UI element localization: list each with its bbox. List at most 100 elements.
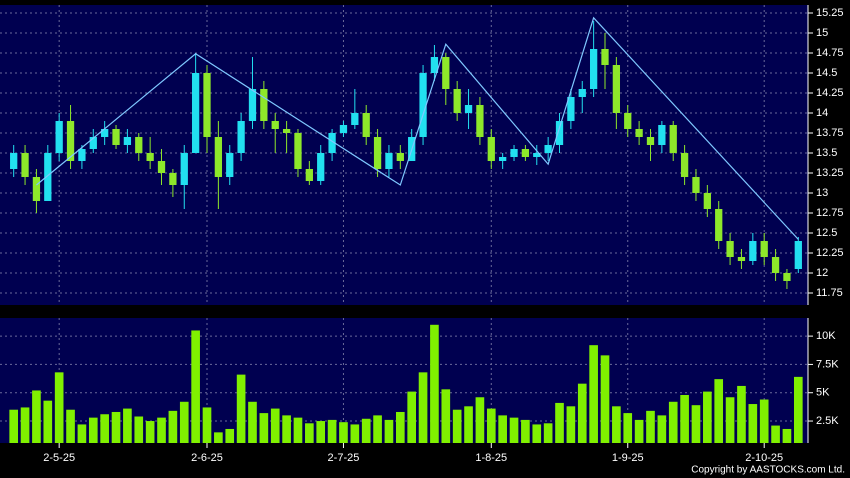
candle-body [396, 153, 404, 161]
volume-bar [452, 409, 462, 443]
y-tick-label: 15.25 [816, 7, 844, 19]
y-tick-label: 13 [816, 187, 828, 199]
volume-bar [464, 406, 473, 443]
candle-body [10, 153, 18, 169]
candle-body [521, 149, 530, 157]
volume-bar [509, 417, 519, 443]
candle-body [214, 137, 223, 177]
candle-body [146, 153, 154, 161]
volume-bar [748, 404, 758, 443]
y-tick-label: 12.75 [816, 207, 844, 219]
candle-body [373, 137, 382, 169]
candle-body [476, 105, 484, 137]
y-tick-label: 14.75 [816, 47, 844, 59]
candle-body [55, 121, 63, 153]
volume-bar [350, 424, 360, 443]
candle-body [442, 57, 450, 89]
candle-body [135, 137, 143, 153]
volume-bar [395, 411, 405, 443]
volume-bar [384, 419, 394, 443]
volume-bar [668, 401, 678, 443]
candle-body [66, 121, 75, 161]
candle-body [760, 241, 768, 257]
volume-bar [600, 355, 610, 443]
volume-bar [339, 422, 348, 443]
candle-body [32, 177, 41, 201]
candle-body [601, 49, 609, 65]
candle-body [624, 113, 632, 129]
copyright: Copyright by AASTOCKS.com Ltd. [691, 465, 845, 476]
volume-bar [225, 428, 235, 443]
candle-body [260, 89, 268, 121]
volume-bar [134, 416, 144, 443]
volume-bar [486, 408, 496, 443]
candle-body [464, 105, 473, 113]
candle-body [544, 145, 552, 153]
volume-bar [100, 414, 109, 443]
candle-body [101, 129, 109, 137]
x-tick-label: 2-7-25 [328, 452, 360, 464]
volume-bar [430, 324, 439, 443]
volume-bar [759, 399, 769, 443]
candle-body [726, 241, 734, 257]
volume-bar [66, 409, 75, 443]
volume-bar [543, 423, 553, 443]
candle-body [669, 125, 677, 153]
volume-bar [680, 394, 689, 443]
volume-bar [54, 372, 64, 443]
volume-bar [179, 401, 189, 443]
x-tick-label: 2-10-25 [745, 452, 783, 464]
candle-body [248, 89, 257, 121]
volume-bar [646, 410, 655, 443]
candle-body [362, 113, 370, 137]
candle-body [703, 193, 711, 209]
volume-bar [9, 409, 19, 443]
volume-bar [327, 419, 337, 443]
candle-body [305, 169, 313, 181]
candle-body [794, 241, 802, 269]
candle-body [317, 153, 325, 181]
candle-body [191, 73, 200, 153]
volume-bar [123, 408, 132, 443]
candle-body [271, 121, 279, 129]
volume-bar [577, 383, 587, 443]
candle-body [453, 89, 461, 113]
volume-bar [521, 419, 530, 443]
volume-bar [793, 376, 803, 443]
volume-bar [703, 391, 712, 443]
volume-bar [88, 417, 98, 443]
volume-bar [236, 374, 246, 443]
candle-body [578, 89, 586, 97]
volume-bar [145, 421, 155, 443]
volume-bar [77, 424, 87, 443]
volume-bar [168, 410, 178, 443]
volume-bar [737, 385, 746, 443]
candle-body [294, 133, 302, 169]
candle-body [328, 133, 336, 153]
candle-body [123, 137, 132, 145]
volume-bar [191, 330, 200, 443]
volume-bar [532, 424, 542, 443]
candle-body [419, 73, 427, 137]
volume-bar [202, 407, 212, 443]
candle-body [510, 149, 518, 157]
x-tick-label: 2-5-25 [43, 452, 75, 464]
y-tick-label: 12.5 [816, 227, 837, 239]
volume-bar [714, 379, 724, 443]
candle-body [237, 121, 245, 153]
candle-body [783, 273, 791, 281]
y-tick-label: 5K [816, 387, 830, 399]
candle-body [44, 153, 52, 201]
volume-bar [612, 406, 621, 443]
y-tick-label: 12.25 [816, 247, 844, 259]
y-tick-label: 14 [816, 107, 828, 119]
volume-bar [20, 407, 30, 443]
candle-body [226, 153, 234, 177]
candle-body [78, 149, 86, 161]
candle-body [715, 209, 723, 241]
candle-body [487, 137, 495, 161]
candle-body [89, 137, 97, 149]
y-tick-label: 13.5 [816, 147, 837, 159]
candle-body [180, 153, 188, 185]
y-tick-label: 14.25 [816, 87, 844, 99]
